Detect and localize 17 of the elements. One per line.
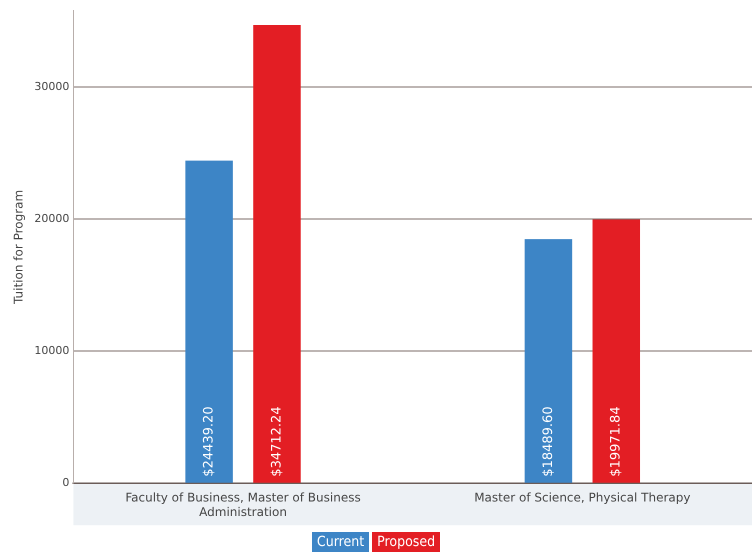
data-label: $19971.84: [608, 406, 624, 477]
x-tick-label: Master of Science, Physical Therapy: [474, 490, 690, 505]
bar: [185, 160, 233, 483]
y-tick-label: 0: [62, 476, 70, 490]
bar: [592, 220, 640, 483]
y-tick-label: 20000: [34, 212, 70, 226]
bar: [524, 239, 572, 483]
data-label: $24439.20: [201, 406, 216, 477]
text: Proposed: [372, 532, 440, 552]
bar: [253, 24, 301, 483]
text: Current: [312, 532, 370, 552]
x-tick-label: Faculty of Business, Master of Business Administration: [125, 490, 361, 519]
y-axis-title: Tuition for Program: [11, 190, 26, 305]
data-label: $18489.60: [540, 406, 556, 477]
y-tick-label: 10000: [34, 344, 70, 358]
y-tick-label: 30000: [34, 80, 70, 94]
data-label: $34712.24: [269, 406, 284, 477]
